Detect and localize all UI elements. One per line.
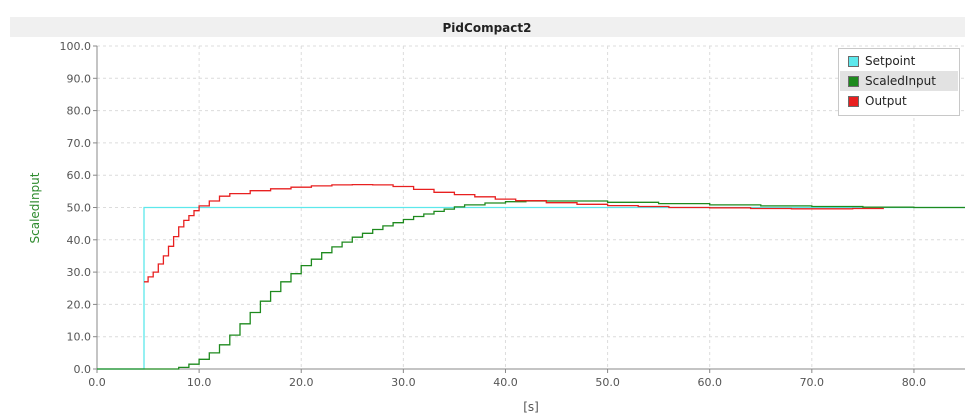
y-tick-label: 100.0 bbox=[60, 40, 92, 53]
x-tick-label: 20.0 bbox=[289, 376, 314, 389]
y-tick-label: 10.0 bbox=[67, 331, 92, 344]
y-tick-label: 90.0 bbox=[67, 72, 92, 85]
y-tick-label: 60.0 bbox=[67, 169, 92, 182]
x-tick-label: 40.0 bbox=[493, 376, 518, 389]
legend: Setpoint ScaledInput Output bbox=[838, 48, 960, 116]
y-tick-label: 20.0 bbox=[67, 298, 92, 311]
y-tick-label: 80.0 bbox=[67, 105, 92, 118]
scaledinput-swatch-icon bbox=[848, 75, 859, 87]
title-bar bbox=[10, 17, 965, 37]
series-line-output bbox=[144, 183, 884, 283]
axes-layer: 0.0 10.0 20.0 30.0 40.0 50.0 60.0 70.0 80.0 90.0 1… bbox=[60, 40, 965, 389]
x-tick-label: 10.0 bbox=[187, 376, 212, 389]
chart-title: PidCompact2 bbox=[443, 21, 532, 35]
legend-label: Setpoint bbox=[865, 54, 916, 68]
legend-item-setpoint[interactable]: Setpoint bbox=[840, 51, 958, 71]
y-tick-label: 70.0 bbox=[67, 137, 92, 150]
x-tick-label: 80.0 bbox=[902, 376, 927, 389]
series-layer bbox=[97, 183, 965, 370]
x-tick-label: 30.0 bbox=[391, 376, 416, 389]
x-tick-label: 70.0 bbox=[800, 376, 825, 389]
legend-item-output[interactable]: Output bbox=[840, 91, 958, 111]
y-tick-label: 0.0 bbox=[74, 363, 92, 376]
y-axis-label: ScaledInput bbox=[28, 172, 42, 243]
series-line-scaledinput bbox=[97, 200, 965, 370]
grid-layer bbox=[97, 45, 965, 369]
legend-label: ScaledInput bbox=[865, 74, 936, 88]
x-tick-label: 0.0 bbox=[88, 376, 106, 389]
x-axis-label: [s] bbox=[523, 400, 539, 414]
y-tick-label: 50.0 bbox=[67, 202, 92, 215]
y-tick-label: 30.0 bbox=[67, 266, 92, 279]
legend-label: Output bbox=[865, 94, 907, 108]
legend-item-scaledinput[interactable]: ScaledInput bbox=[840, 71, 958, 91]
setpoint-swatch-icon bbox=[848, 55, 859, 67]
x-tick-label: 50.0 bbox=[595, 376, 620, 389]
y-tick-label: 40.0 bbox=[67, 234, 92, 247]
output-swatch-icon bbox=[848, 95, 859, 107]
x-tick-label: 60.0 bbox=[697, 376, 722, 389]
